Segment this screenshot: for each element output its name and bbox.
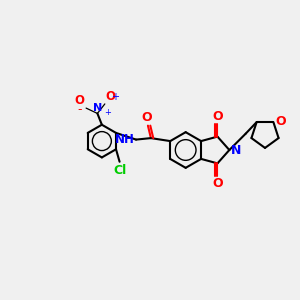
- Text: O: O: [106, 90, 116, 103]
- Text: O: O: [275, 115, 286, 128]
- Text: O: O: [141, 110, 152, 124]
- Text: +: +: [111, 92, 119, 102]
- Text: +: +: [104, 108, 111, 117]
- Text: -: -: [78, 103, 82, 116]
- Text: NH: NH: [115, 133, 135, 146]
- Text: O: O: [212, 177, 223, 190]
- Text: Cl: Cl: [113, 164, 126, 177]
- Text: O: O: [212, 110, 223, 123]
- Text: N: N: [93, 103, 102, 113]
- Text: O: O: [75, 94, 85, 107]
- Text: N: N: [231, 143, 241, 157]
